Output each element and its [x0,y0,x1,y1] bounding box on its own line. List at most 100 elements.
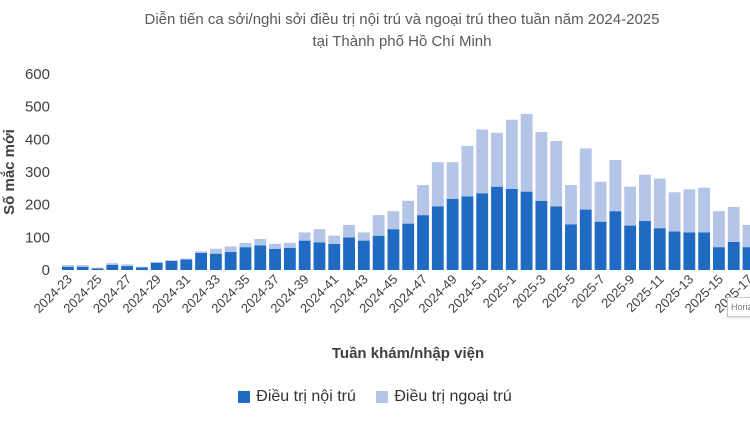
legend-item-outpatient[interactable]: Điều trị ngoại trú [376,388,512,406]
bar-outpatient[interactable] [150,261,163,263]
bar-inpatient[interactable] [653,228,666,270]
bar-inpatient[interactable] [121,266,134,270]
bar-outpatient[interactable] [535,132,548,201]
bar-inpatient[interactable] [609,211,622,270]
bar-inpatient[interactable] [535,200,548,270]
bar-outpatient[interactable] [431,162,444,207]
bar-inpatient[interactable] [135,267,148,270]
bar-inpatient[interactable] [195,253,207,270]
bar-outpatient[interactable] [402,200,415,224]
bar-outpatient[interactable] [239,242,252,248]
bar-outpatient[interactable] [387,211,400,230]
bar-inpatient[interactable] [343,237,355,270]
bar-inpatient[interactable] [727,241,740,270]
bar-inpatient[interactable] [446,198,459,270]
bar-outpatient[interactable] [639,174,651,221]
y-tick-label: 200 [25,197,50,214]
bar-inpatient[interactable] [269,248,281,270]
bar-inpatient[interactable] [579,209,592,270]
bar-outpatient[interactable] [283,242,296,248]
bar-outpatient[interactable] [624,186,637,226]
bar-outpatient[interactable] [417,185,429,216]
bar-outpatient[interactable] [461,145,474,197]
bar-inpatient[interactable] [357,240,370,270]
bar-inpatient[interactable] [387,229,400,270]
bar-inpatient[interactable] [283,247,296,270]
bar-inpatient[interactable] [106,264,119,270]
bar-outpatient[interactable] [653,178,666,229]
bar-outpatient[interactable] [357,232,370,241]
bar-inpatient[interactable] [180,259,193,270]
bar-inpatient[interactable] [76,266,89,270]
bar-inpatient[interactable] [402,223,415,270]
bar-outpatient[interactable] [505,119,518,189]
bar-outpatient[interactable] [62,265,74,267]
bar-inpatient[interactable] [698,232,711,270]
bar-inpatient[interactable] [550,206,563,270]
bar-inpatient[interactable] [491,186,503,270]
bar-outpatient[interactable] [713,211,725,248]
bar-outpatient[interactable] [195,251,207,254]
bar-inpatient[interactable] [520,191,533,270]
bar-outpatient[interactable] [106,263,119,265]
bar-inpatient[interactable] [224,252,237,270]
bar-outpatient[interactable] [180,258,193,260]
bar-outpatient[interactable] [254,238,267,246]
bar-outpatient[interactable] [727,206,740,242]
bar-outpatient[interactable] [76,265,89,267]
legend: Điều trị nội trú Điều trị ngoại trú [0,388,750,408]
bar-inpatient[interactable] [639,221,651,270]
bar-outpatient[interactable] [298,232,311,241]
bar-outpatient[interactable] [742,224,750,248]
bar-outpatient[interactable] [698,187,711,233]
bar-inpatient[interactable] [683,232,696,270]
bar-outpatient[interactable] [91,267,104,269]
bar-outpatient[interactable] [269,243,281,249]
bar-outpatient[interactable] [668,192,681,232]
bar-inpatient[interactable] [239,247,252,270]
bar-outpatient[interactable] [343,224,355,238]
bar-outpatient[interactable] [121,264,134,267]
bar-inpatient[interactable] [254,245,267,271]
bar-inpatient[interactable] [313,242,326,270]
bar-inpatient[interactable] [476,193,489,270]
bar-inpatient[interactable] [505,188,518,270]
bar-outpatient[interactable] [224,246,237,253]
legend-swatch-outpatient [376,391,389,403]
bar-inpatient[interactable] [62,266,74,270]
bar-outpatient[interactable] [135,266,148,268]
bar-outpatient[interactable] [565,185,577,225]
bar-inpatient[interactable] [594,221,607,270]
bar-inpatient[interactable] [713,247,725,270]
bar-outpatient[interactable] [520,113,533,192]
bar-inpatient[interactable] [461,196,474,271]
bar-inpatient[interactable] [624,225,637,270]
bar-inpatient[interactable] [91,268,104,270]
bar-inpatient[interactable] [328,243,341,270]
bar-outpatient[interactable] [491,132,503,187]
bar-outpatient[interactable] [579,148,592,210]
bar-outpatient[interactable] [328,235,341,244]
bar-outpatient[interactable] [683,189,696,233]
bar-outpatient[interactable] [209,248,222,254]
bar-outpatient[interactable] [165,260,178,261]
legend-item-inpatient[interactable]: Điều trị nội trú [238,388,356,406]
bar-inpatient[interactable] [372,235,385,270]
bar-outpatient[interactable] [313,229,326,243]
bar-inpatient[interactable] [565,224,577,270]
bar-inpatient[interactable] [298,240,311,270]
bar-inpatient[interactable] [742,247,750,270]
bar-outpatient[interactable] [446,162,459,199]
bar-inpatient[interactable] [150,262,163,270]
bar-outpatient[interactable] [594,181,607,222]
bar-outpatient[interactable] [609,159,622,212]
bar-outpatient[interactable] [550,140,563,207]
bar-inpatient[interactable] [431,206,444,270]
bar-outpatient[interactable] [476,129,489,194]
bar-inpatient[interactable] [668,231,681,270]
bar-inpatient[interactable] [165,260,178,270]
y-tick-label: 400 [25,131,50,148]
bar-outpatient[interactable] [372,215,385,236]
bar-inpatient[interactable] [417,215,429,270]
bar-inpatient[interactable] [209,253,222,270]
